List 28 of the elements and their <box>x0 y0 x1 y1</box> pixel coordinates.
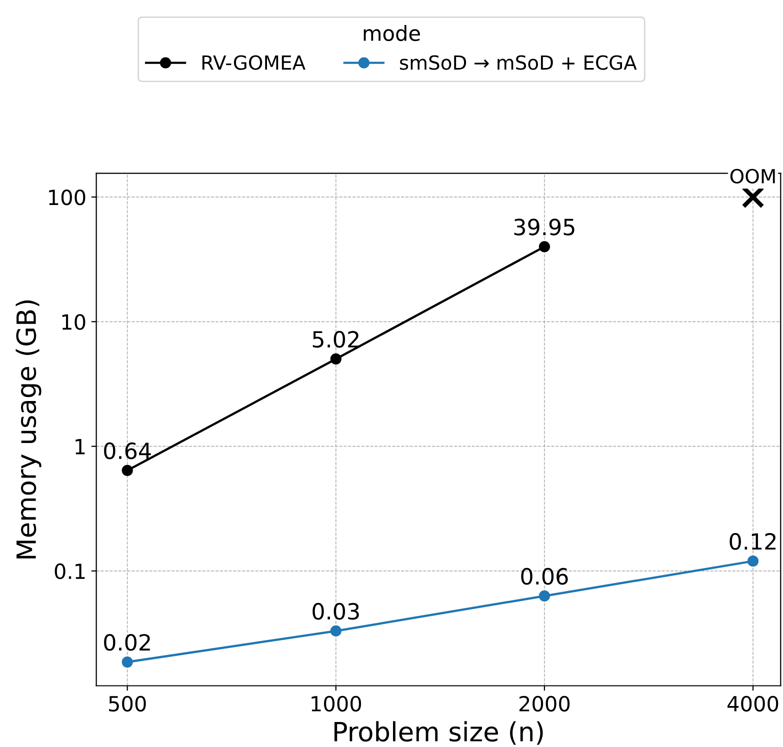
y-axis-title: Memory usage (GB) <box>16 300 42 558</box>
y-tick-label: 0.1 <box>54 563 85 580</box>
legend-label: RV-GOMEA <box>202 55 306 70</box>
data-label: 0.12 <box>730 533 776 550</box>
data-label: 0.02 <box>104 634 150 651</box>
data-label: 5.02 <box>312 330 358 348</box>
point <box>538 590 550 602</box>
point <box>747 556 759 567</box>
x-tick-label: 2000 <box>519 696 570 712</box>
data-label: 39.95 <box>514 218 574 236</box>
point <box>330 353 342 365</box>
point <box>538 241 550 252</box>
point <box>330 625 342 637</box>
x-tick-label: 1000 <box>312 696 362 712</box>
legend-title: mode <box>364 24 420 42</box>
point <box>122 464 133 476</box>
y-tick-label: 100 <box>49 189 86 206</box>
y-tick-label: 10 <box>62 314 86 330</box>
x-tick-label: 500 <box>109 696 146 712</box>
data-label: 0.64 <box>104 442 151 460</box>
data-label: 0.03 <box>312 602 359 620</box>
y-tick-label: 1 <box>76 439 85 454</box>
data-label: 0.06 <box>521 568 568 585</box>
annotation: OOM <box>730 168 775 184</box>
x-axis-title: Problem size (n) <box>334 721 543 745</box>
x-tick-label: 4000 <box>728 696 778 712</box>
point <box>122 656 133 668</box>
legend-label: smSoD → mSoD + ECGA <box>400 55 637 70</box>
